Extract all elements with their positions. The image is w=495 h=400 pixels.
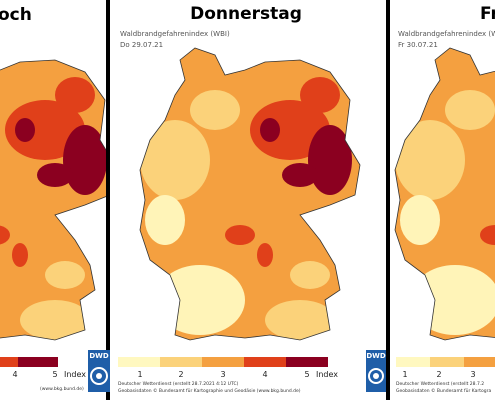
legend-label: 2 <box>436 370 441 379</box>
panel-right: Fr Waldbrandgefahrenindex (WBI) Fr 30.07… <box>385 4 495 394</box>
logo-swirl <box>368 368 384 384</box>
legend-label: 4 <box>262 370 267 379</box>
legend-swatch <box>202 357 244 367</box>
legend-label: 5 <box>52 370 57 379</box>
legend-swatch <box>244 357 286 367</box>
panel-title: Fr <box>480 4 495 24</box>
legend-unit: Index <box>316 370 338 379</box>
legend-label: 5 <box>304 370 309 379</box>
legend-swatch <box>0 357 18 367</box>
legend-swatch <box>430 357 464 367</box>
panel-center: Donnerstag Waldbrandgefahrenindex (WBI) … <box>118 4 370 394</box>
panel-date: Do 29.07.21 <box>120 41 163 49</box>
footer: Deutscher Wetterdienst (erstellt 28.7.20… <box>118 381 239 387</box>
logo-swirl <box>90 367 108 385</box>
dwd-logo: DWD <box>88 350 110 392</box>
legend-unit: Index <box>64 370 86 379</box>
legend-swatch <box>160 357 202 367</box>
legend-swatch <box>286 357 328 367</box>
panel-left: och 4 5 Index (www.bkg.bund.de) <box>0 5 125 392</box>
legend-label: 1 <box>402 370 407 379</box>
legend-label: 1 <box>137 370 142 379</box>
footer: Geobasisdaten © Bundesamt für Kartograph… <box>118 387 301 394</box>
legend-swatch <box>396 357 430 367</box>
footer: Deutscher Wetterdienst (erstellt 28.7.2 <box>396 381 484 387</box>
legend-swatch <box>118 357 160 367</box>
logo-text: DWD <box>366 352 386 360</box>
panel-subtitle: Waldbrandgefahrenindex (WBI) <box>120 30 230 38</box>
panel-title: Donnerstag <box>190 4 302 24</box>
logo-swirl <box>373 373 379 379</box>
dwd-logo: DWD <box>366 350 386 392</box>
logo-swirl <box>96 373 102 379</box>
footer: Geobasisdaten © Bundesamt für Kartogra <box>396 387 491 394</box>
logo-text: DWD <box>89 352 109 360</box>
legend-label: 4 <box>12 370 17 379</box>
legend-label: 2 <box>178 370 183 379</box>
panel-date: Fr 30.07.21 <box>398 41 438 49</box>
panel-subtitle: Waldbrandgefahrenindex (WBI) <box>398 30 495 38</box>
legend-label: 3 <box>470 370 475 379</box>
legend-label: 3 <box>220 370 225 379</box>
panel-title: och <box>0 5 32 25</box>
separator <box>106 0 110 400</box>
footer: (www.bkg.bund.de) <box>40 386 84 392</box>
legend-swatch <box>464 357 495 367</box>
legend-swatch <box>18 357 58 367</box>
separator <box>386 0 390 400</box>
